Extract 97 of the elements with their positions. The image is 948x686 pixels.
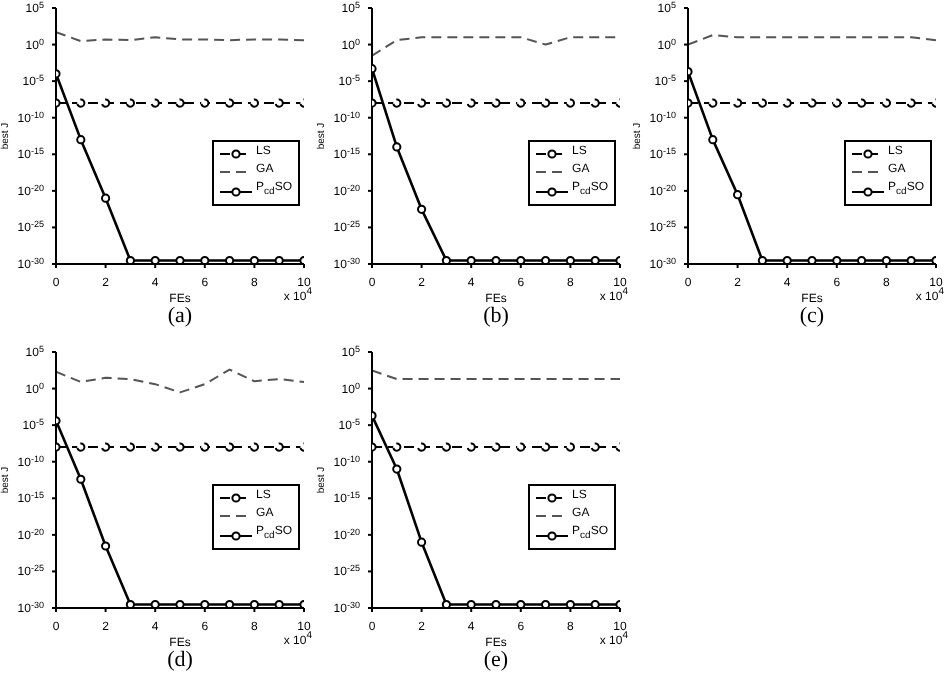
- point: [782, 98, 792, 108]
- point: [225, 599, 235, 608]
- line-series: [372, 36, 620, 57]
- point: [466, 599, 476, 608]
- point: [857, 98, 867, 108]
- point: [249, 442, 259, 452]
- point: [200, 442, 210, 452]
- point: [392, 142, 402, 152]
- point: [906, 255, 916, 264]
- point: [541, 442, 551, 452]
- point: [832, 255, 842, 264]
- point: [76, 474, 86, 484]
- point: [516, 255, 526, 264]
- text: (e): [481, 648, 511, 672]
- point: [175, 98, 185, 108]
- point: [757, 98, 767, 108]
- point: [417, 537, 427, 547]
- point: [125, 442, 135, 452]
- point: [249, 599, 259, 608]
- point: [491, 255, 501, 264]
- point: [392, 442, 402, 452]
- point: [565, 98, 575, 108]
- text: (a): [165, 304, 195, 328]
- point: [101, 541, 111, 551]
- point: [466, 98, 476, 108]
- point: [76, 442, 86, 452]
- point: [516, 442, 526, 452]
- point: [225, 255, 235, 264]
- point: [274, 442, 284, 452]
- point: [392, 464, 402, 474]
- point: [782, 255, 792, 264]
- point: [541, 255, 551, 264]
- point: [417, 442, 427, 452]
- point: [491, 98, 501, 108]
- point: [708, 98, 718, 108]
- text: (c): [797, 304, 827, 328]
- point: [807, 98, 817, 108]
- point: [466, 442, 476, 452]
- point: [249, 98, 259, 108]
- point: [175, 442, 185, 452]
- point: [125, 98, 135, 108]
- point: [807, 255, 817, 264]
- point: [274, 255, 284, 264]
- point: [175, 255, 185, 264]
- point: [150, 599, 160, 608]
- point: [733, 98, 743, 108]
- point: [150, 98, 160, 108]
- point: [491, 442, 501, 452]
- point: [733, 190, 743, 200]
- point: [76, 135, 86, 145]
- point: [466, 255, 476, 264]
- point: [200, 255, 210, 264]
- point: [76, 98, 86, 108]
- point: [175, 599, 185, 608]
- point: [101, 442, 111, 452]
- point: [757, 255, 767, 264]
- text: (d): [165, 648, 195, 672]
- point: [541, 599, 551, 608]
- point: [200, 599, 210, 608]
- point: [441, 255, 451, 264]
- point: [392, 98, 402, 108]
- point: [590, 255, 600, 264]
- point: [225, 98, 235, 108]
- point: [417, 204, 427, 214]
- point: [857, 255, 867, 264]
- point: [590, 442, 600, 452]
- point: [541, 98, 551, 108]
- point: [516, 98, 526, 108]
- point: [590, 98, 600, 108]
- point: [200, 98, 210, 108]
- point: [125, 255, 135, 264]
- line-series: [56, 368, 304, 394]
- point: [832, 98, 842, 108]
- point: [101, 98, 111, 108]
- point: [150, 442, 160, 452]
- point: [101, 193, 111, 203]
- point: [417, 98, 427, 108]
- point: [881, 98, 891, 108]
- point: [565, 599, 575, 608]
- point: [249, 255, 259, 264]
- point: [516, 599, 526, 608]
- point: [125, 599, 135, 608]
- point: [441, 98, 451, 108]
- point: [150, 255, 160, 264]
- point: [274, 98, 284, 108]
- point: [881, 255, 891, 264]
- point: [565, 442, 575, 452]
- text: (b): [481, 304, 511, 328]
- point: [491, 599, 501, 608]
- point: [590, 599, 600, 608]
- point: [441, 442, 451, 452]
- point: [906, 98, 916, 108]
- point: [441, 599, 451, 608]
- point: [708, 135, 718, 145]
- point: [274, 599, 284, 608]
- point: [565, 255, 575, 264]
- point: [225, 442, 235, 452]
